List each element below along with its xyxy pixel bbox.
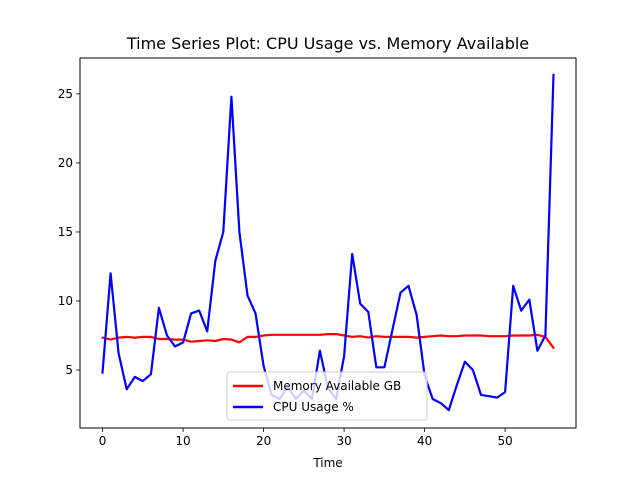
legend-label-memory: Memory Available GB	[273, 379, 401, 393]
chart-title: Time Series Plot: CPU Usage vs. Memory A…	[126, 34, 529, 53]
legend-box	[226, 371, 428, 421]
plot-frame	[79, 57, 577, 429]
y-tick-label: 15	[58, 225, 73, 239]
x-axis: 0 10 20 30 40 50	[99, 428, 513, 448]
x-tick-label: 10	[175, 434, 190, 448]
y-axis: 5 10 15 20 25	[58, 87, 80, 377]
y-tick-label: 10	[58, 294, 73, 308]
x-tick-label: 50	[498, 434, 513, 448]
x-tick-label: 30	[336, 434, 351, 448]
series-line-memory-available	[101, 333, 555, 349]
x-tick-label: 20	[256, 434, 271, 448]
x-tick-label: 40	[417, 434, 432, 448]
plot-area	[80, 58, 576, 428]
legend: Memory Available GB CPU Usage %	[226, 371, 428, 421]
x-axis-label: Time	[312, 456, 342, 470]
legend-label-cpu: CPU Usage %	[273, 400, 354, 414]
x-tick-label: 0	[99, 434, 107, 448]
y-tick-label: 20	[58, 156, 73, 170]
y-tick-label: 5	[65, 363, 73, 377]
y-tick-label: 25	[58, 87, 73, 101]
